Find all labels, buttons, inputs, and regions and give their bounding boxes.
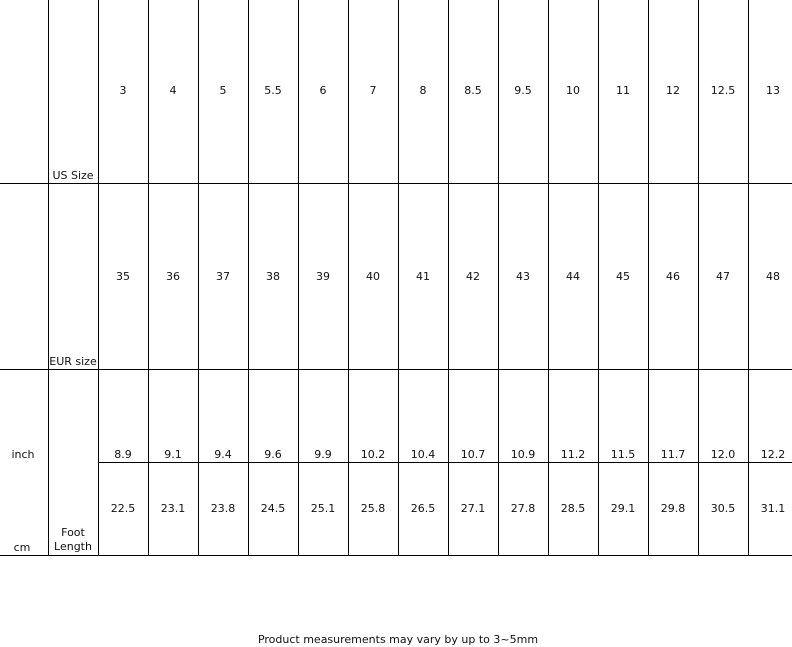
cell: 3	[119, 84, 127, 97]
cell: 9.4	[214, 448, 232, 461]
cell: 9.5	[514, 84, 532, 97]
cell: 31.1	[760, 502, 786, 515]
cell: 12	[666, 84, 680, 97]
cell: 35	[116, 270, 130, 283]
cell: 10.4	[410, 448, 436, 461]
cell: 24.5	[260, 502, 286, 515]
cell: 5	[219, 84, 227, 97]
cell: 25.1	[310, 502, 336, 515]
cell: 5.5	[264, 84, 282, 97]
cell: 10	[566, 84, 580, 97]
cell: 47	[716, 270, 730, 283]
cell: 23.1	[160, 502, 186, 515]
cell: 45	[616, 270, 630, 283]
cell: 11.7	[660, 448, 686, 461]
cell: 10.2	[360, 448, 386, 461]
cell: 40	[366, 270, 380, 283]
cell: 4	[169, 84, 177, 97]
footnote: Product measurements may vary by up to 3…	[257, 633, 539, 646]
row-label: cm	[13, 541, 31, 554]
cell: 25.8	[360, 502, 386, 515]
cell: 44	[566, 270, 580, 283]
cell: 41	[416, 270, 430, 283]
cell: 39	[316, 270, 330, 283]
cell: 23.8	[210, 502, 236, 515]
cell: 30.5	[710, 502, 736, 515]
cell: 28.5	[560, 502, 586, 515]
cell: 36	[166, 270, 180, 283]
row-label: US Size	[52, 169, 94, 182]
cell: 10.7	[460, 448, 486, 461]
group-label: Foot Length	[54, 526, 92, 553]
cell: 37	[216, 270, 230, 283]
cell: 46	[666, 270, 680, 283]
cell: 11	[616, 84, 630, 97]
cell: 8.5	[464, 84, 482, 97]
cell: 11.2	[560, 448, 586, 461]
cell: 6	[319, 84, 327, 97]
cell: 9.1	[164, 448, 182, 461]
cell: 13	[766, 84, 780, 97]
cell: 29.8	[660, 502, 686, 515]
cell: 8.9	[114, 448, 132, 461]
cell: 42	[466, 270, 480, 283]
cell: 38	[266, 270, 280, 283]
cell: 27.1	[460, 502, 486, 515]
cell: 9.9	[314, 448, 332, 461]
cell: 26.5	[410, 502, 436, 515]
cell: 43	[516, 270, 530, 283]
cell: 12.5	[710, 84, 736, 97]
cell: 9.6	[264, 448, 282, 461]
row-label: inch	[11, 448, 35, 461]
cell: 11.5	[610, 448, 636, 461]
cell: 10.9	[510, 448, 536, 461]
cell: 12.0	[710, 448, 736, 461]
cell: 29.1	[610, 502, 636, 515]
cell: 22.5	[110, 502, 136, 515]
cell: 27.8	[510, 502, 536, 515]
row-label: EUR size	[49, 355, 97, 368]
cell: 8	[419, 84, 427, 97]
cell: 7	[369, 84, 377, 97]
cell: 48	[766, 270, 780, 283]
cell: 12.2	[760, 448, 786, 461]
